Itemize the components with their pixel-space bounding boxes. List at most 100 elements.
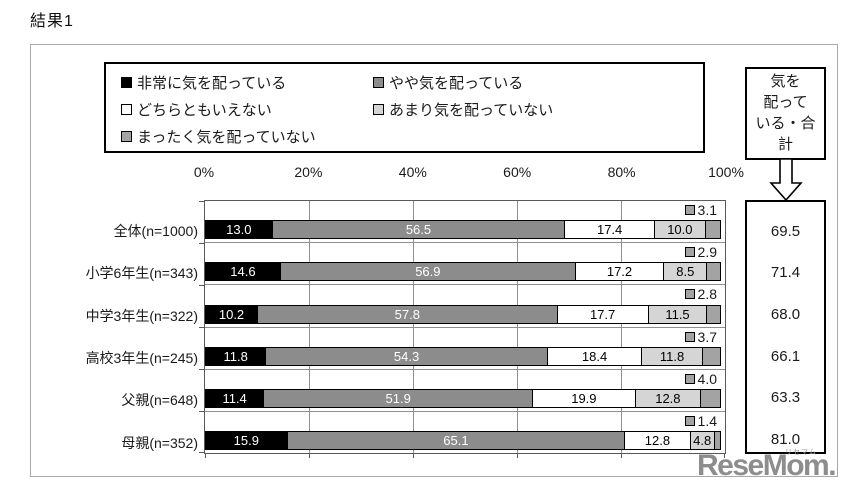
legend-label: あまり気を配っていない bbox=[389, 102, 554, 119]
x-tick-label: 100% bbox=[708, 164, 744, 180]
bar-segment-4 bbox=[704, 220, 721, 240]
last-segment-callout: 3.7 bbox=[684, 328, 717, 345]
bar-segment-1: 65.1 bbox=[286, 431, 626, 451]
bar-segment-0: 11.4 bbox=[205, 388, 265, 408]
total-value-1: 71.4 bbox=[770, 264, 801, 282]
bar-segment-3: 8.5 bbox=[663, 262, 708, 282]
bar-segment-4 bbox=[713, 431, 721, 451]
callout-value: 4.0 bbox=[697, 370, 717, 387]
legend-item-2: どちらともいえない bbox=[121, 96, 373, 123]
axis-tick-left bbox=[199, 284, 205, 286]
legend-swatch-icon bbox=[121, 131, 132, 142]
bar-segment-1: 54.3 bbox=[265, 346, 548, 366]
legend-label: やや気を配っている bbox=[389, 75, 524, 92]
axis-tick-left bbox=[199, 411, 205, 412]
stacked-bar: 11.8 54.3 18.4 11.8 bbox=[205, 346, 725, 366]
row-label-1: 小学6年生(n=343) bbox=[85, 265, 198, 281]
total-header-line: いる・合 bbox=[755, 115, 816, 132]
axis-tick-left bbox=[199, 327, 205, 328]
axis-tick-bottom bbox=[517, 453, 518, 458]
bar-segment-1: 56.5 bbox=[271, 220, 566, 240]
legend-label: まったく気を配っていない bbox=[137, 129, 316, 146]
category-band-4: 4.0 11.4 51.9 19.9 12.8 bbox=[205, 368, 725, 411]
stacked-bar: 13.0 56.5 17.4 10.0 bbox=[205, 220, 725, 240]
bar-segment-2: 19.9 bbox=[532, 388, 636, 408]
category-band-2: 2.8 10.2 57.8 17.7 11.5 bbox=[205, 284, 725, 326]
x-tick-label: 80% bbox=[607, 164, 636, 180]
bar-segment-4 bbox=[701, 346, 721, 366]
legend-item-4: まったく気を配っていない bbox=[121, 123, 373, 150]
legend-label: どちらともいえない bbox=[137, 102, 272, 119]
total-value-4: 63.3 bbox=[770, 389, 801, 407]
page-title: 結果1 bbox=[30, 13, 74, 30]
axis-tick-bottom bbox=[621, 453, 622, 458]
row-label-2: 中学3年生(n=322) bbox=[85, 308, 198, 324]
row-label-3: 高校3年生(n=245) bbox=[85, 350, 198, 366]
total-header-line: 計 bbox=[777, 136, 793, 153]
axis-tick-left bbox=[199, 201, 205, 202]
stacked-bar: 15.9 65.1 12.8 4.8 bbox=[205, 431, 725, 451]
last-segment-callout: 2.9 bbox=[684, 244, 717, 261]
category-band-3: 3.7 11.8 54.3 18.4 11.8 bbox=[205, 326, 725, 369]
bar-segment-2: 18.4 bbox=[546, 346, 643, 366]
bar-segment-0: 14.6 bbox=[205, 262, 281, 282]
legend-label: 非常に気を配っている bbox=[137, 75, 287, 92]
callout-value: 2.8 bbox=[697, 286, 717, 303]
x-tick-label: 20% bbox=[294, 164, 323, 180]
legend-item-3: あまり気を配っていない bbox=[373, 96, 703, 123]
axis-tick-bottom bbox=[309, 453, 310, 458]
axis-tick-bottom bbox=[413, 453, 414, 458]
bar-segment-2: 17.7 bbox=[556, 304, 649, 324]
axis-tick-left bbox=[199, 242, 205, 244]
callout-swatch-icon bbox=[684, 373, 695, 384]
callout-value: 3.1 bbox=[697, 202, 717, 218]
bar-segment-3: 4.8 bbox=[689, 431, 715, 451]
totals-box: 69.5 71.4 68.0 66.1 63.3 81.0 bbox=[745, 200, 826, 454]
callout-value: 2.9 bbox=[697, 244, 717, 261]
axis-tick-left bbox=[199, 368, 205, 370]
bar-segment-0: 15.9 bbox=[205, 431, 288, 451]
axis-tick-bottom bbox=[205, 453, 206, 458]
bar-segment-3: 10.0 bbox=[653, 220, 706, 240]
chart-legend: 非常に気を配っている やや気を配っているどちらともいえない あまり気を配っていないま… bbox=[104, 62, 705, 153]
legend-swatch-icon bbox=[373, 104, 384, 115]
total-value-2: 68.0 bbox=[770, 306, 801, 324]
callout-value: 1.4 bbox=[697, 412, 717, 429]
bar-segment-4 bbox=[706, 304, 721, 324]
x-tick-label: 0% bbox=[193, 164, 215, 180]
bar-segment-2: 17.2 bbox=[574, 262, 665, 282]
last-segment-callout: 3.1 bbox=[684, 202, 717, 218]
axis-tick-left bbox=[199, 452, 205, 453]
bar-segment-1: 56.9 bbox=[279, 262, 576, 282]
category-band-1: 2.9 14.6 56.9 17.2 8.5 bbox=[205, 242, 725, 284]
bar-segment-1: 57.8 bbox=[257, 304, 558, 324]
bar-segment-0: 10.2 bbox=[205, 304, 259, 324]
x-axis: 0% 20% 40% 60% 80% 100% bbox=[194, 164, 744, 180]
stacked-bar: 10.2 57.8 17.7 11.5 bbox=[205, 304, 725, 324]
callout-swatch-icon bbox=[684, 331, 695, 342]
last-segment-callout: 1.4 bbox=[684, 412, 717, 429]
callout-value: 3.7 bbox=[697, 328, 717, 345]
legend-item-1: やや気を配っている bbox=[373, 69, 703, 96]
watermark-logo: リセマム ReseMom. bbox=[697, 449, 837, 483]
callout-swatch-icon bbox=[684, 247, 695, 258]
bar-segment-1: 51.9 bbox=[263, 388, 534, 408]
x-tick-label: 40% bbox=[398, 164, 427, 180]
total-header-box: 気を 配って いる・合計 bbox=[745, 67, 826, 160]
last-segment-callout: 4.0 bbox=[684, 370, 717, 387]
axis-tick-bottom bbox=[724, 453, 725, 458]
row-label-0: 全体(n=1000) bbox=[113, 223, 198, 239]
bar-segment-2: 17.4 bbox=[564, 220, 655, 240]
legend-swatch-icon bbox=[121, 77, 132, 88]
x-tick-label: 60% bbox=[503, 164, 532, 180]
total-value-3: 66.1 bbox=[770, 347, 801, 365]
total-value-5: 81.0 bbox=[770, 431, 801, 449]
total-header-line: 気を bbox=[770, 73, 801, 90]
legend-swatch-icon bbox=[121, 104, 132, 115]
category-band-0: 3.1 13.0 56.5 17.4 10.0 bbox=[205, 201, 725, 242]
bar-segment-3: 11.5 bbox=[647, 304, 708, 324]
down-arrow-icon bbox=[769, 159, 803, 201]
callout-swatch-icon bbox=[684, 289, 695, 300]
callout-swatch-icon bbox=[684, 415, 695, 426]
